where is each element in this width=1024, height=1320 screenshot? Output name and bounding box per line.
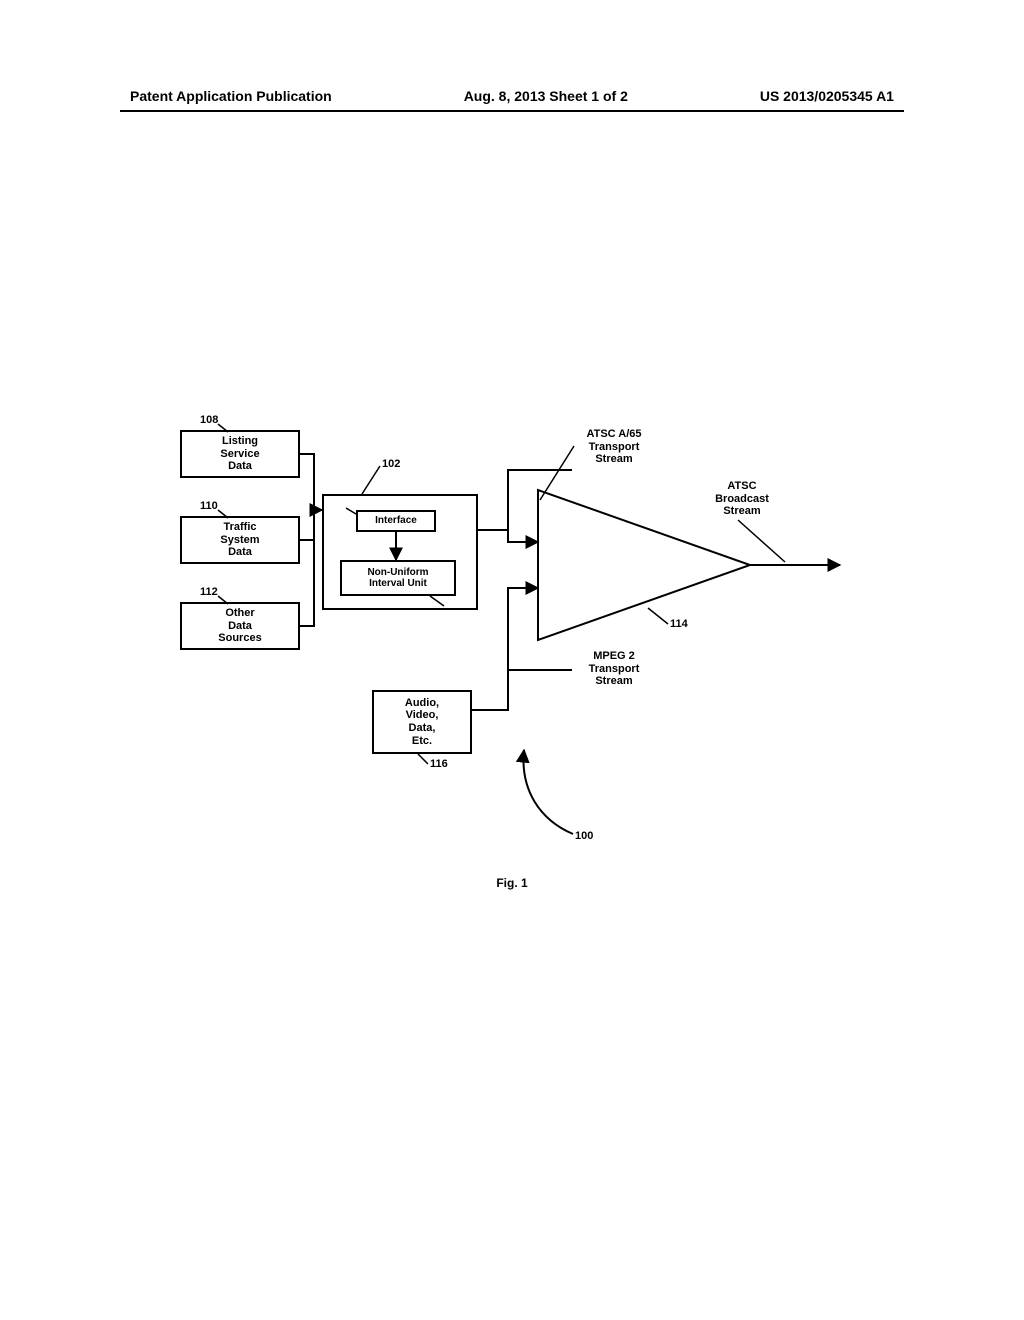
page-header: Patent Application Publication Aug. 8, 2… — [130, 88, 894, 104]
figure-canvas: 108 110 112 102 104 106 114 116 100 List… — [0, 110, 1024, 1320]
header-right: US 2013/0205345 A1 — [760, 88, 894, 104]
page: Patent Application Publication Aug. 8, 2… — [0, 0, 1024, 1320]
figure-connectors — [0, 110, 1024, 1310]
header-center: Aug. 8, 2013 Sheet 1 of 2 — [464, 88, 628, 104]
header-left: Patent Application Publication — [130, 88, 332, 104]
figure-caption: Fig. 1 — [0, 876, 1024, 890]
